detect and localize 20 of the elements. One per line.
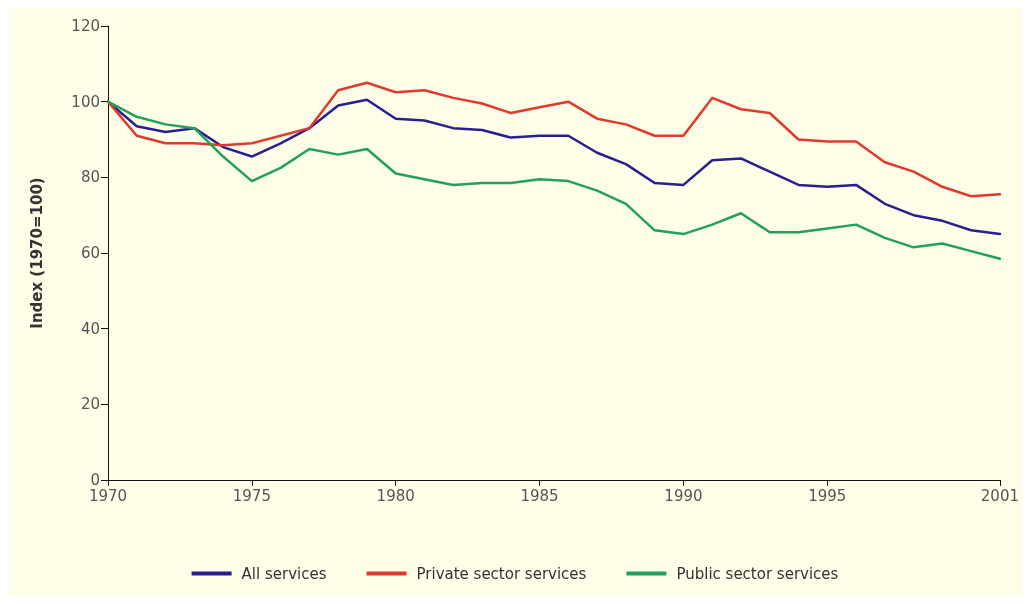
y-tick-label: 40	[80, 319, 100, 338]
legend-label: Public sector services	[676, 564, 839, 583]
y-tick-label: 0	[90, 471, 100, 489]
legend-label: Private sector services	[416, 564, 587, 583]
y-tick-label: 100	[71, 92, 100, 111]
x-tick-label: 1975	[232, 486, 271, 505]
y-tick-label: 20	[80, 395, 100, 414]
x-tick-label: 1980	[376, 486, 415, 505]
y-axis-title: Index (1970=100)	[27, 177, 46, 329]
line-series	[106, 81, 1002, 198]
x-tick-label: 1995	[808, 486, 847, 505]
x-tick-label: 1990	[664, 486, 703, 505]
x-tick-label: 2001	[980, 486, 1020, 505]
x-tick-label: 1985	[520, 486, 559, 505]
y-tick-label: 80	[80, 168, 100, 187]
y-tick-label: 120	[71, 17, 100, 35]
line-series	[106, 100, 1002, 260]
legend-label: All services	[241, 564, 327, 583]
y-tick-label: 60	[80, 244, 100, 262]
x-tick-label: 1970	[88, 486, 128, 505]
